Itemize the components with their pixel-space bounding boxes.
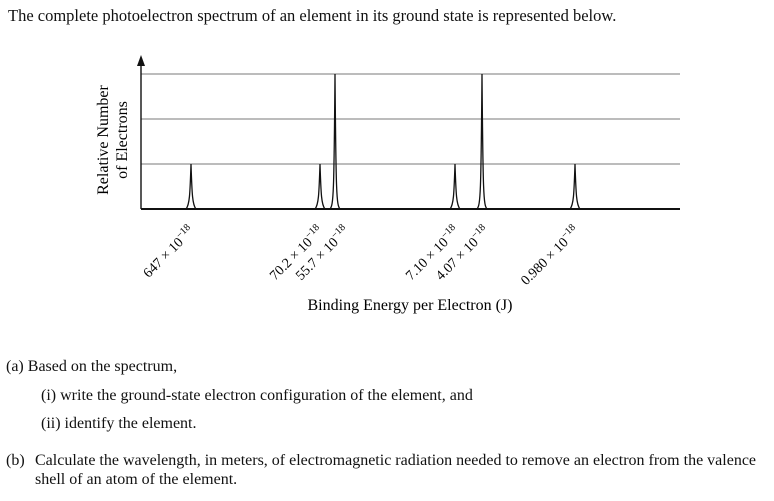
question-a: (a) Based on the spectrum, [6,357,177,376]
question-a-i-text: write the ground-state electron configur… [60,387,473,404]
question-a-i: (i) write the ground-state electron conf… [41,386,473,405]
intro-text: The complete photoelectron spectrum of a… [8,6,617,25]
gridlines [141,73,680,165]
question-a-ii: (ii) identify the element. [41,414,197,433]
peak-3 [329,73,341,210]
peak-1 [185,163,197,210]
y-axis-label: Relative Number of Electrons [95,84,131,194]
question-a-ii-text: identify the element. [64,415,197,432]
y-axis-label-line-2: of Electrons [114,101,131,179]
question-a-i-label: (i) [41,387,57,404]
peaks [185,73,581,210]
axes [137,55,680,210]
peak-label-1: 647 × 10−18 [139,222,198,281]
question-b-text: Calculate the wavelength, in meters, of … [35,452,757,488]
question-a-text: Based on the spectrum, [27,358,178,375]
question-b-label: (b) [6,452,25,469]
peak-label-6: 0.980 × 10−18 [516,222,583,289]
question-b: (b) Calculate the wavelength, in meters,… [6,451,768,489]
x-axis-label: Binding Energy per Electron (J) [308,297,513,314]
y-axis-label-line-1: Relative Number [95,84,112,194]
y-axis-arrow [137,55,145,66]
question-a-label: (a) [6,358,24,375]
peak-6 [569,163,581,210]
peak-5 [476,73,488,210]
question-a-ii-label: (ii) [41,415,61,432]
peak-2 [314,163,326,210]
peak-4 [449,163,461,210]
